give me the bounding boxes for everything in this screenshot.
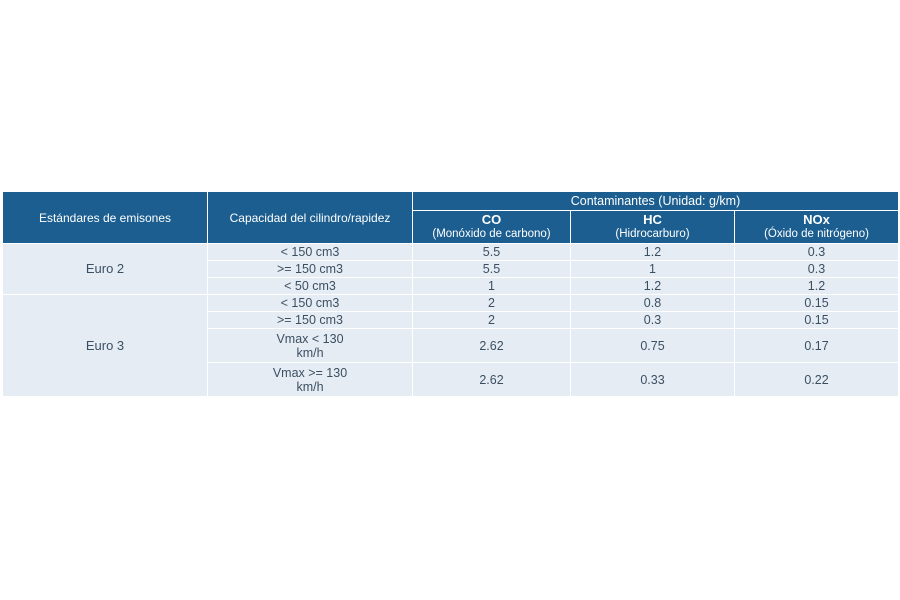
- table-row: Euro 2 < 150 cm3 5.5 1.2 0.3: [2, 243, 899, 295]
- header-standard: Estándares de emisones: [2, 191, 208, 244]
- table-row: Vmax >= 130 km/h 2.62 0.33 0.22: [3, 362, 899, 397]
- standard-euro-2: Euro 2: [2, 243, 208, 295]
- table-body: Euro 2 < 150 cm3 5.5 1.2 0.3 >= 150 cm3 …: [2, 243, 899, 397]
- emissions-standards-table: Estándares de emisones Capacidad del cil…: [2, 191, 899, 397]
- capacity-cell: >= 150 cm3: [207, 311, 413, 329]
- header-row-top: Estándares de emisones Capacidad del cil…: [2, 191, 899, 244]
- table-row: >= 150 cm3 2 0.3 0.15: [3, 311, 899, 329]
- hc-value: 0.3: [570, 311, 735, 329]
- header-capacity: Capacidad del cilindro/rapidez: [207, 191, 413, 244]
- table-row: Euro 3 < 150 cm3 2 0.8 0.15: [2, 294, 899, 397]
- standard-euro-3: Euro 3: [2, 294, 208, 397]
- capacity-line-1: Vmax < 130: [276, 331, 344, 346]
- co-value: 2.62: [412, 362, 571, 397]
- capacity-cell: < 150 cm3: [207, 243, 413, 261]
- table-row: Vmax < 130 km/h 2.62 0.75 0.17: [3, 328, 899, 363]
- table-header: Estándares de emisones Capacidad del cil…: [2, 191, 899, 244]
- co-value: 2.62: [412, 328, 571, 363]
- header-pollutants-group: Contaminantes (Unidad: g/km): [412, 191, 899, 211]
- nox-value: 0.17: [734, 328, 899, 363]
- hc-value: 0.75: [570, 328, 735, 363]
- co-value: 5.5: [412, 243, 571, 261]
- hc-value: 1.2: [570, 243, 735, 261]
- nox-value: 0.3: [734, 260, 899, 278]
- pollutant-name-hc: (Hidrocarburo): [615, 228, 690, 240]
- capacity-cell: Vmax < 130 km/h: [207, 328, 413, 363]
- pollutant-code-hc: HC: [643, 212, 662, 227]
- capacity-cell: >= 150 cm3: [207, 260, 413, 278]
- pollutant-code-nox: NOx: [803, 212, 830, 227]
- capacity-cell: Vmax >= 130 km/h: [207, 362, 413, 397]
- co-value: 1: [412, 277, 571, 295]
- header-hc: HC (Hidrocarburo): [570, 210, 735, 244]
- header-co: CO (Monóxido de carbono): [412, 210, 571, 244]
- header-row-bottom: CO (Monóxido de carbono) HC (Hidrocarbur…: [3, 210, 899, 244]
- capacity-cell: < 50 cm3: [207, 277, 413, 295]
- nox-value: 0.15: [734, 311, 899, 329]
- pollutant-name-co: (Monóxido de carbono): [432, 228, 551, 240]
- hc-value: 1.2: [570, 277, 735, 295]
- hc-value: 1: [570, 260, 735, 278]
- nox-value: 0.22: [734, 362, 899, 397]
- co-value: 5.5: [412, 260, 571, 278]
- nox-value: 1.2: [734, 277, 899, 295]
- capacity-line-2: km/h: [296, 379, 324, 394]
- capacity-cell: < 150 cm3: [207, 294, 413, 312]
- header-nox: NOx (Óxido de nitrógeno): [734, 210, 899, 244]
- capacity-line-2: km/h: [296, 345, 324, 360]
- pollutant-name-nox: (Óxido de nitrógeno): [764, 228, 869, 240]
- hc-value: 0.33: [570, 362, 735, 397]
- nox-value: 0.3: [734, 243, 899, 261]
- co-value: 2: [412, 294, 571, 312]
- table-row: < 50 cm3 1 1.2 1.2: [3, 277, 899, 295]
- co-value: 2: [412, 311, 571, 329]
- hc-value: 0.8: [570, 294, 735, 312]
- capacity-line-1: Vmax >= 130: [272, 365, 348, 380]
- pollutant-code-co: CO: [481, 212, 502, 227]
- nox-value: 0.15: [734, 294, 899, 312]
